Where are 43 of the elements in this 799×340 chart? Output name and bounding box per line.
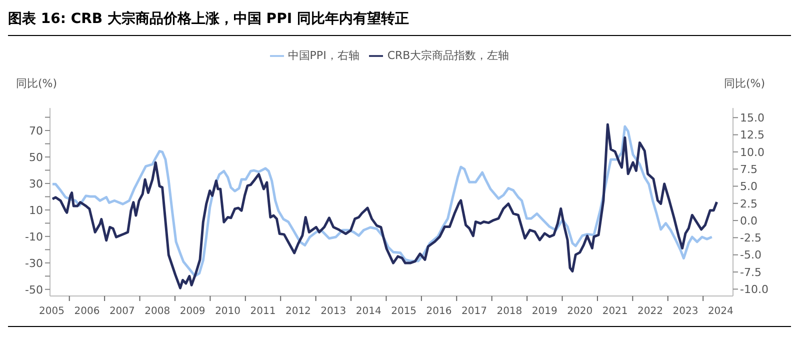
y2-tick-label: 7.5 [740, 162, 758, 176]
y-tick-label: 50 [29, 150, 43, 164]
x-tick-label: 2022 [638, 306, 663, 317]
y2-tick-label: 5.0 [740, 180, 758, 194]
legend-label: CRB大宗商品指数，左轴 [387, 49, 510, 62]
y2-tick-label: -2.5 [740, 232, 762, 245]
x-tick-label: 2013 [320, 306, 346, 317]
x-tick-label: 2023 [672, 306, 698, 317]
y2-tick-label: 12.5 [740, 128, 764, 142]
y-axis-title: 同比(%) [16, 76, 58, 91]
y-tick-label: 30 [29, 177, 43, 190]
x-tick-label: 2008 [144, 306, 170, 317]
y-tick-label: 70 [29, 124, 43, 138]
y2-tick-label: -5.0 [740, 248, 762, 262]
x-tick-label: 2014 [356, 306, 382, 317]
x-tick-label: 2006 [74, 306, 100, 317]
x-tick-label: 2007 [109, 306, 135, 317]
chart-title: 图表 16: CRB 大宗商品价格上涨，中国 PPI 同比年内有望转正 [8, 10, 409, 28]
y-tick-label: 10 [29, 204, 43, 217]
x-tick-label: 2020 [567, 306, 593, 317]
y2-tick-label: -7.5 [740, 266, 762, 279]
x-tick-label: 2012 [285, 306, 311, 317]
x-tick-label: 2005 [39, 306, 64, 317]
y2-tick-label: 15.0 [740, 112, 764, 125]
y2-tick-label: 0.0 [740, 214, 758, 228]
y2-tick-label: -10.0 [740, 283, 768, 296]
x-tick-label: 2015 [391, 306, 417, 317]
x-tick-label: 2018 [496, 306, 522, 317]
x-tick-label: 2016 [426, 306, 452, 317]
y-tick-label: -30 [25, 256, 43, 270]
legend-label: 中国PPI，右轴 [288, 49, 360, 62]
y2-tick-label: 10.0 [740, 146, 764, 159]
x-tick-label: 2009 [180, 306, 206, 317]
x-tick-label: 2011 [250, 306, 276, 317]
x-tick-label: 2024 [708, 306, 734, 317]
x-tick-label: 2017 [462, 306, 487, 317]
y2-axis-title: 同比(%) [724, 76, 765, 91]
x-tick-label: 2021 [602, 306, 628, 317]
y2-tick-label: 2.5 [740, 197, 758, 210]
x-tick-label: 2010 [215, 306, 241, 317]
x-tick-label: 2019 [532, 306, 558, 317]
y-tick-label: -50 [25, 283, 43, 296]
y-tick-label: -10 [25, 230, 43, 244]
